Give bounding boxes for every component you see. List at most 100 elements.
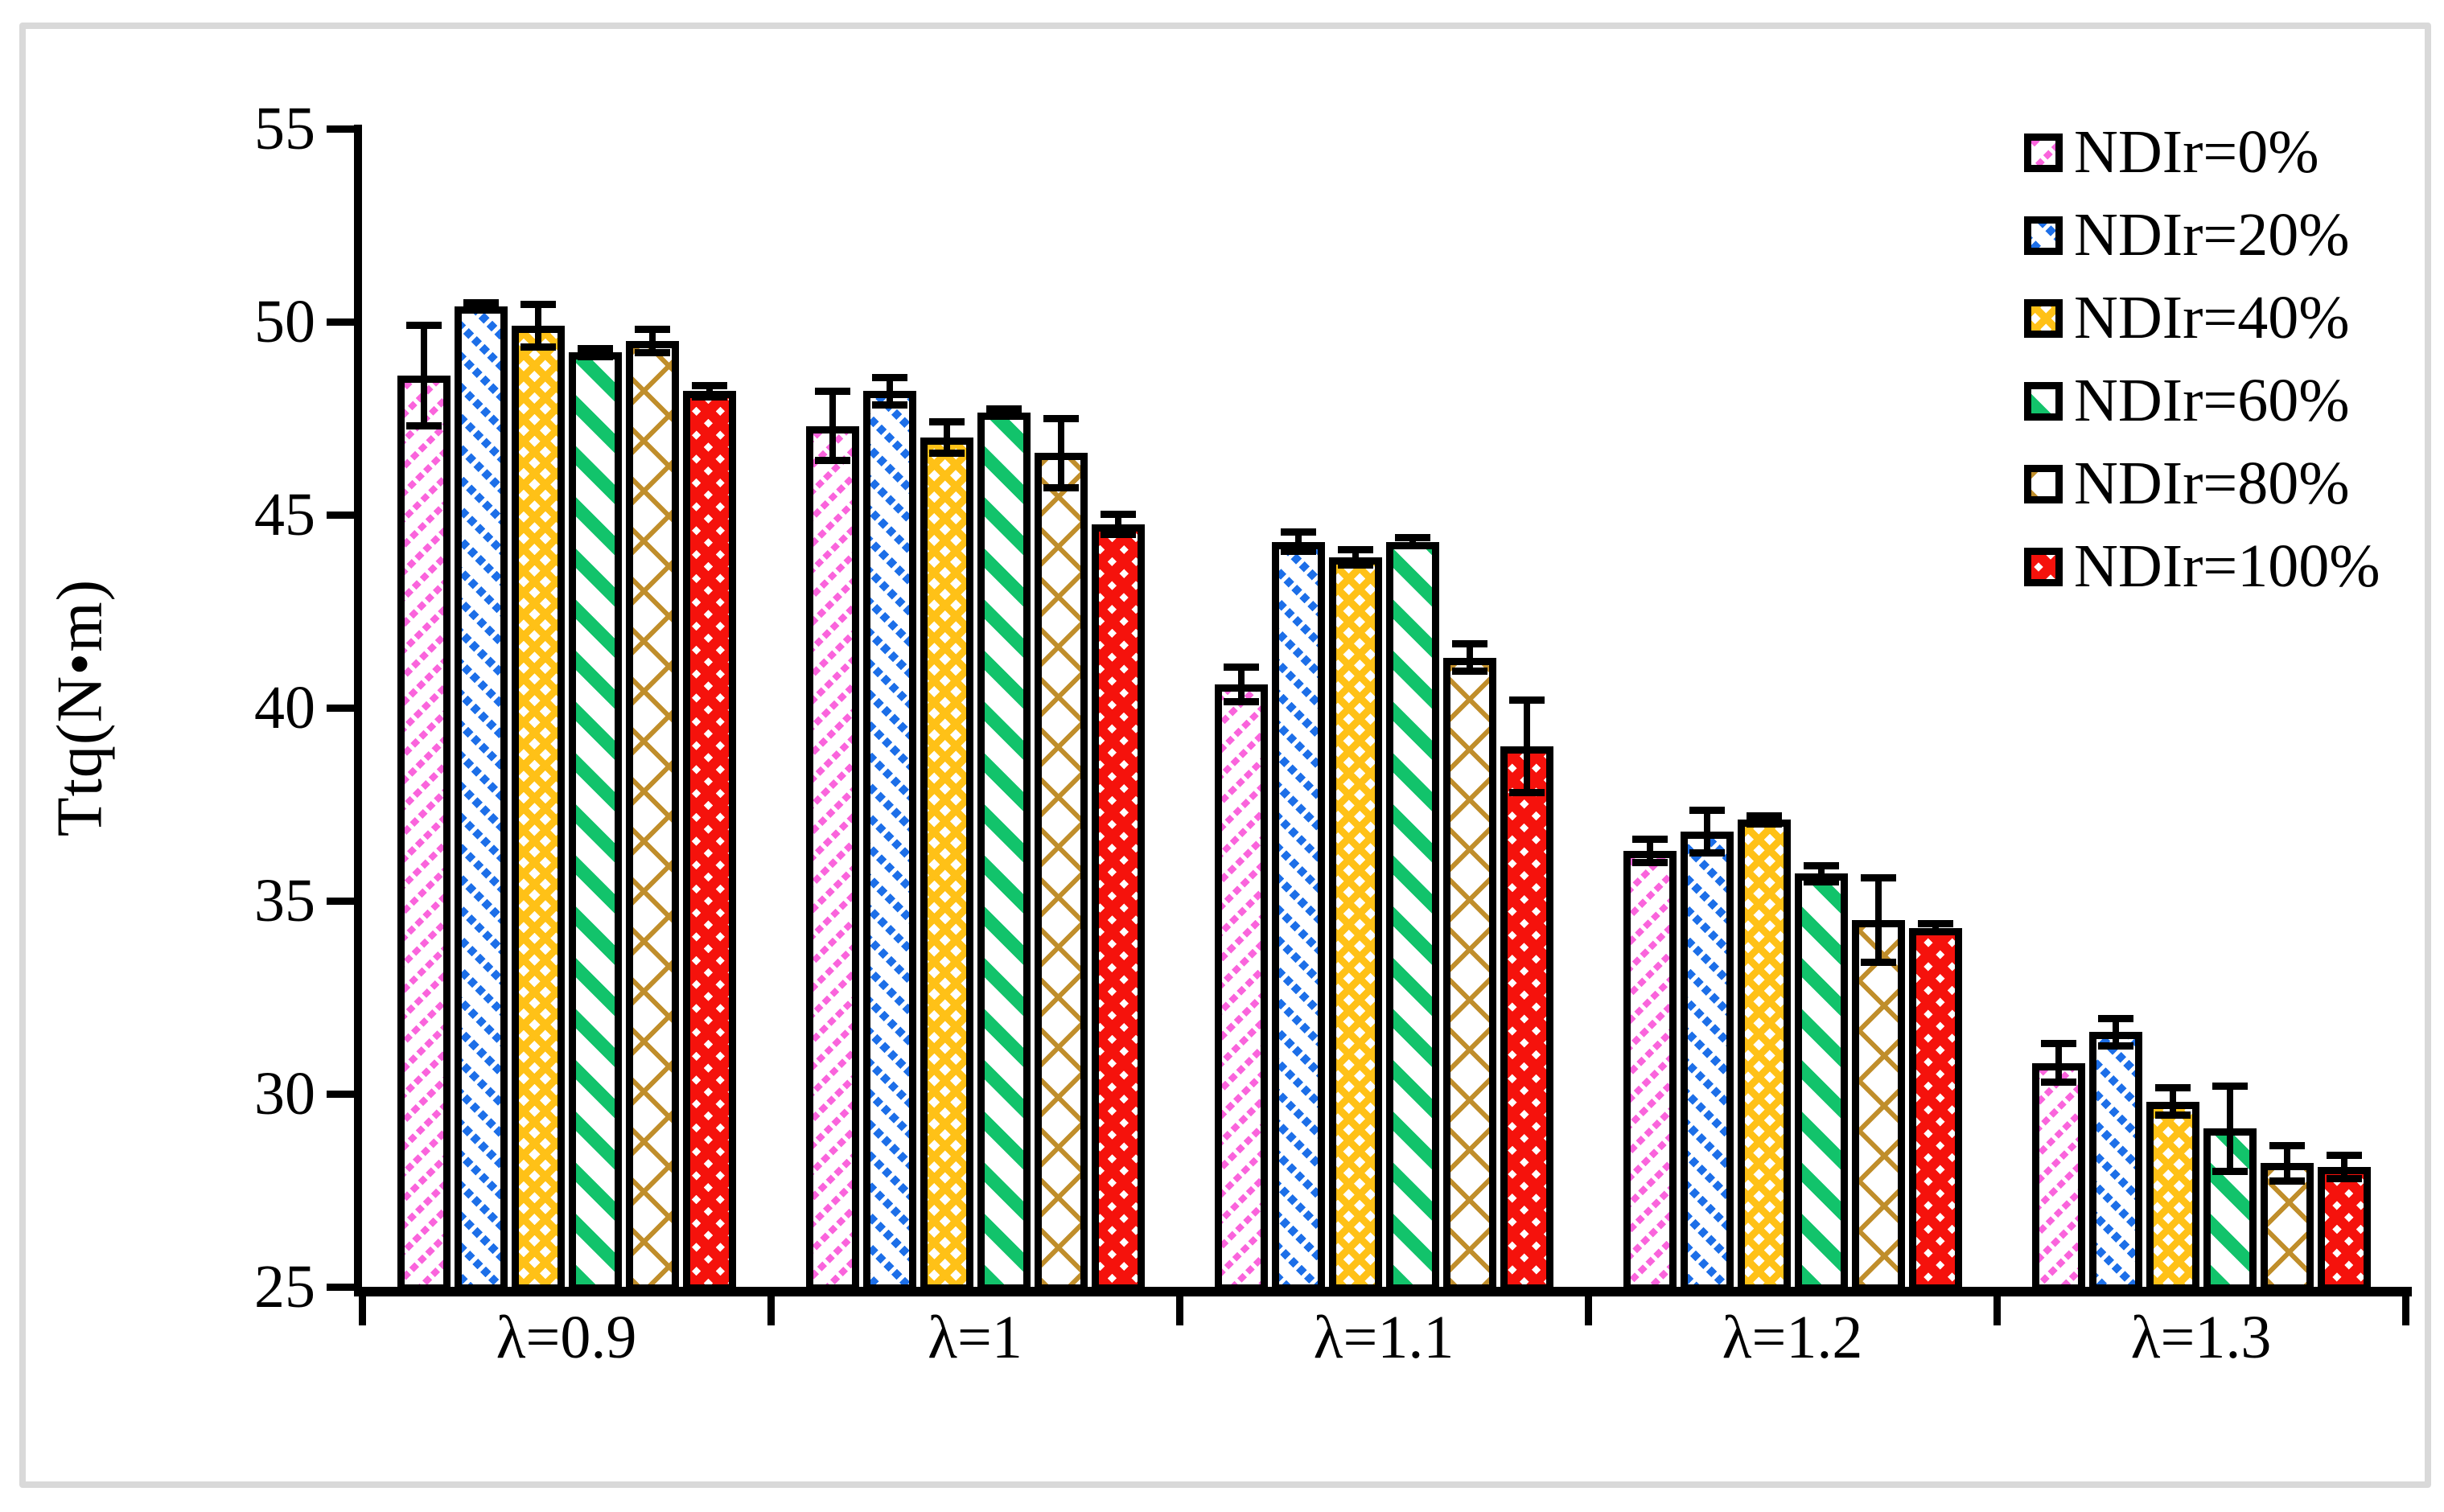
error-cap-high-NDIr=80%-λ=1.1: [1451, 640, 1487, 648]
error-cap-high-NDIr=0%-λ=1.1: [1223, 664, 1259, 672]
y-tick-label-30: 30: [254, 1060, 315, 1128]
error-cap-high-NDIr=60%-λ=1.1: [1394, 534, 1430, 542]
legend-marker-icon-NDIr=80%: [2024, 464, 2063, 503]
bar-NDIr=0%-λ=1.2: [1623, 850, 1677, 1292]
bar-NDIr=100%-λ=1.3: [2317, 1167, 2371, 1292]
bar-NDIr=20%-λ=0.9: [454, 306, 508, 1292]
x-tick-1: [767, 1296, 775, 1325]
error-cap-low-NDIr=100%-λ=1: [1100, 531, 1136, 539]
error-bar-NDIr=0%-λ=1.2: [1646, 839, 1653, 862]
legend-label-NDIr=100%: NDIr=100%: [2074, 532, 2380, 600]
y-tick-label-35: 35: [254, 867, 315, 935]
x-label-1: λ=1: [928, 1304, 1022, 1371]
y-tick-35: [327, 897, 359, 905]
error-bar-NDIr=0%-λ=1: [829, 391, 836, 461]
error-cap-high-NDIr=0%-λ=1.3: [2040, 1040, 2076, 1048]
error-bar-NDIr=60%-λ=1: [1000, 409, 1007, 417]
x-label-3: λ=1.2: [1722, 1304, 1863, 1371]
legend-item-NDIr=80%: NDIr=80%: [2024, 442, 2380, 525]
legend-label-NDIr=0%: NDIr=0%: [2074, 118, 2319, 186]
error-cap-high-NDIr=100%-λ=1.3: [2326, 1152, 2362, 1160]
legend-label-NDIr=60%: NDIr=60%: [2074, 367, 2350, 434]
bar-NDIr=20%-λ=1.1: [1271, 541, 1325, 1292]
error-bar-NDIr=80%-λ=1: [1057, 418, 1064, 488]
bar-NDIr=0%-λ=0.9: [397, 376, 451, 1292]
legend-marker-icon-NDIr=0%: [2024, 133, 2063, 172]
legend-item-NDIr=40%: NDIr=40%: [2024, 277, 2380, 360]
x-tick-3: [1584, 1296, 1592, 1325]
y-tick-45: [327, 511, 359, 519]
error-cap-low-NDIr=60%-λ=1.3: [2212, 1167, 2248, 1175]
error-cap-high-NDIr=40%-λ=0.9: [520, 300, 556, 308]
legend-item-NDIr=20%: NDIr=20%: [2024, 194, 2380, 277]
error-cap-high-NDIr=80%-λ=1.2: [1860, 873, 1896, 881]
error-cap-low-NDIr=80%-λ=1.2: [1860, 959, 1896, 967]
y-tick-40: [327, 704, 359, 712]
bar-NDIr=80%-λ=1.2: [1851, 920, 1905, 1292]
legend-label-NDIr=80%: NDIr=80%: [2074, 450, 2350, 517]
error-cap-low-NDIr=100%-λ=1.2: [1917, 927, 1953, 935]
error-bar-NDIr=60%-λ=1.1: [1409, 537, 1416, 546]
error-bar-NDIr=40%-λ=0.9: [534, 304, 541, 347]
legend-marker-icon-NDIr=20%: [2024, 216, 2063, 255]
error-cap-low-NDIr=0%-λ=1.2: [1631, 858, 1668, 866]
error-cap-high-NDIr=40%-λ=1.2: [1746, 811, 1782, 820]
error-bar-NDIr=0%-λ=1.1: [1237, 667, 1245, 702]
y-tick-55: [327, 125, 359, 133]
bar-NDIr=100%-λ=1: [1091, 524, 1145, 1292]
bar-NDIr=20%-λ=1.2: [1680, 831, 1734, 1292]
y-tick-25: [327, 1283, 359, 1291]
error-cap-high-NDIr=40%-λ=1.1: [1337, 545, 1373, 553]
legend-marker-icon-NDIr=60%: [2024, 381, 2063, 421]
error-cap-high-NDIr=20%-λ=1: [871, 374, 907, 382]
error-cap-low-NDIr=80%-λ=1.3: [2269, 1177, 2305, 1185]
error-bar-NDIr=20%-λ=1.3: [2112, 1018, 2119, 1046]
error-cap-high-NDIr=80%-λ=1.3: [2269, 1142, 2305, 1150]
bar-NDIr=40%-λ=0.9: [511, 325, 565, 1292]
error-cap-low-NDIr=40%-λ=1: [928, 449, 965, 457]
bar-NDIr=20%-λ=1.3: [2088, 1032, 2142, 1292]
error-bar-NDIr=0%-λ=1.3: [2055, 1043, 2062, 1083]
error-cap-high-NDIr=40%-λ=1.3: [2154, 1084, 2191, 1092]
y-tick-label-55: 55: [254, 95, 315, 162]
error-bar-NDIr=40%-λ=1.1: [1352, 549, 1359, 565]
error-cap-low-NDIr=20%-λ=1.3: [2097, 1042, 2133, 1050]
x-tick-4: [1993, 1296, 2001, 1325]
error-cap-high-NDIr=60%-λ=0.9: [577, 345, 613, 353]
error-cap-high-NDIr=0%-λ=1: [814, 387, 850, 395]
error-bar-NDIr=100%-λ=1.1: [1523, 700, 1530, 793]
legend-marker-icon-NDIr=100%: [2024, 547, 2063, 586]
error-bar-NDIr=100%-λ=1: [1114, 514, 1121, 535]
error-bar-NDIr=80%-λ=1.2: [1874, 877, 1882, 963]
error-cap-low-NDIr=40%-λ=1.3: [2154, 1111, 2191, 1119]
error-bar-NDIr=60%-λ=0.9: [591, 348, 599, 357]
error-cap-high-NDIr=60%-λ=1: [985, 405, 1022, 413]
bar-NDIr=0%-λ=1.3: [2031, 1062, 2085, 1292]
error-cap-high-NDIr=100%-λ=0.9: [691, 381, 727, 389]
error-cap-low-NDIr=60%-λ=1: [985, 413, 1022, 421]
error-cap-high-NDIr=20%-λ=0.9: [463, 298, 499, 306]
y-axis-title: Ttq(N•m): [44, 578, 116, 837]
bar-NDIr=100%-λ=0.9: [682, 391, 736, 1292]
error-cap-high-NDIr=0%-λ=1.2: [1631, 835, 1668, 843]
legend-item-NDIr=100%: NDIr=100%: [2024, 525, 2380, 608]
error-bar-NDIr=20%-λ=1: [886, 377, 893, 405]
error-cap-low-NDIr=20%-λ=0.9: [463, 306, 499, 314]
bar-NDIr=20%-λ=1: [862, 391, 916, 1292]
error-bar-NDIr=100%-λ=0.9: [706, 385, 713, 397]
error-cap-low-NDIr=80%-λ=0.9: [634, 348, 670, 356]
error-bar-NDIr=80%-λ=0.9: [648, 329, 656, 353]
legend-marker-icon-NDIr=40%: [2024, 298, 2063, 338]
error-cap-low-NDIr=100%-λ=0.9: [691, 393, 727, 401]
legend-label-NDIr=40%: NDIr=40%: [2074, 284, 2350, 351]
bar-NDIr=100%-λ=1.1: [1500, 746, 1553, 1292]
legend-item-NDIr=60%: NDIr=60%: [2024, 360, 2380, 442]
bar-NDIr=60%-λ=0.9: [568, 352, 622, 1292]
y-tick-50: [327, 318, 359, 326]
error-bar-NDIr=20%-λ=1.1: [1294, 532, 1302, 552]
error-cap-low-NDIr=0%-λ=1.3: [2040, 1079, 2076, 1087]
error-bar-NDIr=40%-λ=1: [943, 421, 950, 454]
x-tick-2: [1175, 1296, 1183, 1325]
error-cap-low-NDIr=40%-λ=1.2: [1746, 820, 1782, 828]
